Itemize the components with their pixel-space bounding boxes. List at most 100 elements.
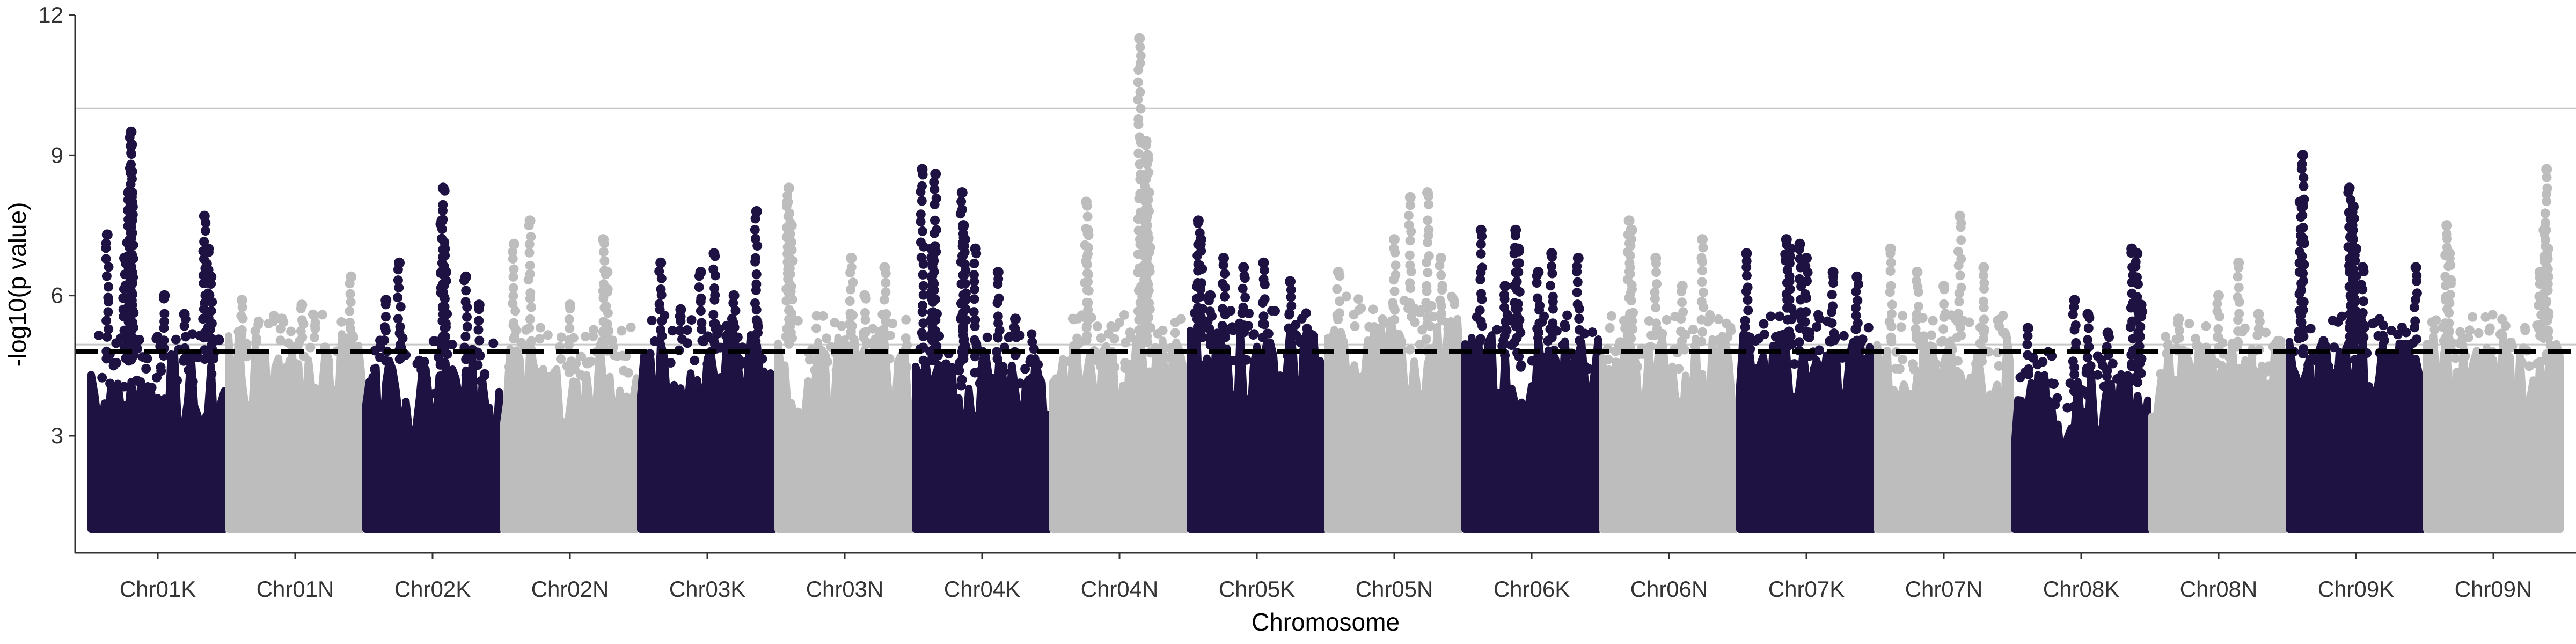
peak-point (1082, 224, 1093, 236)
peak-point (2233, 257, 2244, 268)
data-point (709, 283, 720, 293)
peak-point (2538, 224, 2550, 236)
data-point (1626, 333, 1636, 343)
data-point (879, 325, 889, 335)
data-point (881, 316, 891, 326)
data-point (927, 271, 938, 281)
chromosome-Chr01N (225, 271, 365, 533)
peak-point (859, 290, 870, 301)
data-point (1652, 279, 1662, 289)
data-point (1286, 285, 1296, 295)
data-point (101, 254, 111, 264)
x-tick-label-Chr02K: Chr02K (394, 576, 471, 602)
peak-point (1801, 253, 1812, 264)
data-point (931, 225, 941, 235)
data-point (1527, 356, 1537, 366)
data-point (2224, 352, 2234, 362)
data-point (1475, 275, 1485, 284)
data-point (1575, 325, 1584, 335)
y-ticks: 3 6 9 12 (38, 2, 75, 448)
data-point (1241, 355, 1252, 365)
data-point (172, 375, 182, 385)
data-point (1583, 364, 1593, 374)
data-point (811, 323, 821, 333)
data-point (462, 312, 472, 322)
data-point (1499, 331, 1510, 341)
peak-point (1626, 224, 1637, 236)
data-point (1650, 287, 1660, 297)
data-point (120, 281, 130, 290)
data-point (2534, 291, 2544, 302)
data-point (2294, 267, 2304, 277)
data-point (508, 298, 518, 309)
peak-point (124, 220, 135, 231)
data-point (1978, 296, 1988, 306)
peak-point (1851, 271, 1863, 282)
data-point (588, 331, 598, 341)
peak-point (1938, 281, 1949, 292)
data-point (440, 294, 450, 304)
data-point (2212, 332, 2222, 342)
data-point (2483, 356, 2493, 365)
data-point (2484, 326, 2494, 336)
data-point (656, 284, 666, 294)
data-point (1851, 311, 1861, 321)
data-point (584, 358, 594, 368)
data-point (2135, 332, 2145, 342)
data-point (1389, 314, 1400, 325)
data-point (309, 332, 319, 342)
data-point (460, 387, 471, 398)
data-point (917, 328, 927, 338)
chromosome-Chr03K (637, 206, 778, 533)
data-point (2132, 272, 2142, 282)
data-point (1938, 324, 1949, 334)
peak-point (1741, 248, 1752, 259)
data-point (1092, 321, 1102, 332)
data-point (2543, 286, 2553, 295)
data-point (1257, 319, 1268, 329)
data-point (2296, 212, 2306, 222)
data-point (969, 259, 979, 268)
data-point (275, 335, 286, 346)
data-point (2135, 321, 2146, 332)
peak-point (1192, 215, 1204, 226)
x-tick-label-Chr06N: Chr06N (1630, 576, 1708, 602)
data-point (598, 247, 609, 257)
data-point (1886, 258, 1896, 268)
data-point (1284, 323, 1294, 333)
data-point (1258, 332, 1268, 342)
data-point (2212, 306, 2222, 317)
data-point (1170, 328, 1180, 338)
data-point (2496, 328, 2506, 339)
chromosome-Chr04K (912, 164, 1052, 533)
data-point (1217, 279, 1227, 289)
data-point (1417, 325, 1428, 335)
data-point (345, 289, 355, 299)
data-point (601, 301, 611, 311)
data-point (2446, 275, 2456, 285)
data-point (1560, 319, 1570, 330)
data-point (237, 325, 247, 335)
peak-point (846, 253, 857, 264)
data-point (2065, 378, 2075, 389)
data-point (1651, 318, 1662, 328)
data-point (970, 335, 979, 345)
data-point (1912, 309, 1922, 319)
data-point (1558, 340, 1568, 350)
data-point (393, 313, 403, 324)
data-point (2046, 378, 2057, 389)
data-point (786, 308, 796, 318)
data-point (1137, 291, 1147, 302)
data-point (125, 243, 135, 252)
data-point (526, 336, 537, 346)
data-point (647, 316, 657, 326)
data-point (2161, 332, 2171, 342)
data-point (440, 357, 450, 368)
peak-point (959, 234, 970, 245)
data-point (941, 369, 952, 379)
data-point (1978, 334, 1988, 344)
peak-point (728, 290, 740, 301)
peak-point (2253, 309, 2264, 320)
x-tick-label-Chr08K: Chr08K (2043, 576, 2119, 602)
peak-point (2069, 295, 2080, 306)
